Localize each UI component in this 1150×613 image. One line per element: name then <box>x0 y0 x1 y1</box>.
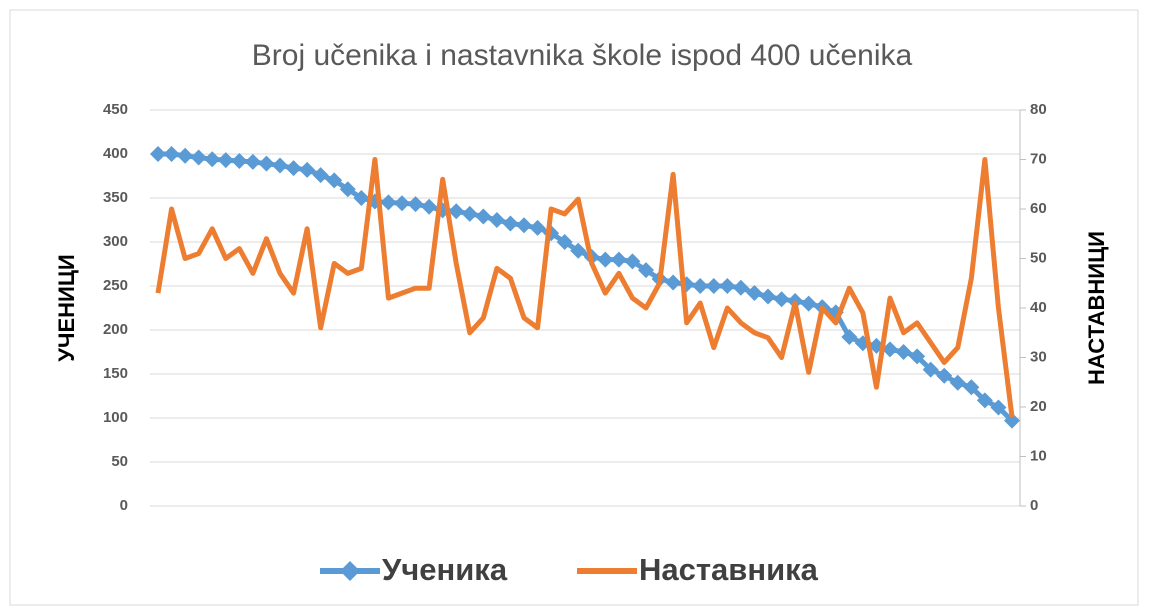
series-marker <box>665 274 682 291</box>
series-marker <box>339 181 356 198</box>
series-marker <box>624 253 641 270</box>
series-marker <box>909 348 926 365</box>
series-marker <box>841 329 858 346</box>
series-marker <box>312 167 329 184</box>
series-marker <box>719 278 736 294</box>
series-marker <box>204 151 221 168</box>
y2-tick-label: 50 <box>1030 249 1047 266</box>
series-marker <box>936 367 953 384</box>
y-tick-label: 200 <box>103 321 128 338</box>
series-marker <box>705 278 722 294</box>
series-marker <box>285 160 302 177</box>
series-marker <box>638 262 654 279</box>
series-marker <box>231 153 248 170</box>
series-marker <box>692 278 709 294</box>
series-marker <box>746 285 763 302</box>
series-marker <box>421 198 438 215</box>
series-marker <box>800 295 817 312</box>
y2-tick-label: 0 <box>1030 497 1038 514</box>
series-marker <box>150 146 166 162</box>
y-tick-label: 250 <box>103 277 128 294</box>
series-marker <box>990 399 1007 416</box>
series-marker <box>461 205 478 222</box>
series-marker <box>732 279 749 296</box>
series-marker <box>773 291 790 308</box>
series-marker <box>949 374 966 391</box>
series-marker <box>475 208 492 225</box>
y-tick-label: 150 <box>103 365 128 382</box>
series-marker <box>190 149 207 166</box>
series-marker <box>976 392 993 409</box>
series-marker <box>380 194 397 211</box>
chart-border <box>9 9 1139 606</box>
legend-marker <box>340 561 360 581</box>
y2-tick-label: 60 <box>1030 200 1047 217</box>
series-marker <box>488 212 505 228</box>
series-marker <box>922 361 939 378</box>
y2-tick-label: 30 <box>1030 348 1047 365</box>
y-tick-label: 100 <box>103 409 128 426</box>
series-marker <box>258 155 275 172</box>
y2-tick-label: 20 <box>1030 398 1047 415</box>
series-marker <box>570 242 587 259</box>
series-marker <box>244 153 261 170</box>
series-marker <box>502 215 519 232</box>
series-marker <box>448 203 465 220</box>
y2-tick-label: 10 <box>1030 447 1047 464</box>
legend-label: Ученика <box>382 552 508 587</box>
series-marker <box>895 344 912 360</box>
y-tick-label: 450 <box>103 101 128 118</box>
y2-axis-title: НАСТАВНИЦИ <box>1084 231 1109 385</box>
series-marker <box>407 196 424 213</box>
y2-tick-label: 80 <box>1030 101 1047 118</box>
legend-label: Наставника <box>639 552 819 587</box>
series-marker <box>394 195 410 212</box>
series-marker <box>299 161 316 178</box>
y-tick-label: 350 <box>103 189 128 206</box>
series-marker <box>177 147 194 164</box>
y2-tick-label: 70 <box>1030 150 1047 167</box>
series-line <box>155 157 1015 418</box>
series-marker <box>963 379 980 396</box>
series-marker <box>353 190 370 206</box>
y2-tick-label: 40 <box>1030 299 1047 316</box>
y-tick-label: 300 <box>103 233 128 250</box>
series-marker <box>610 251 627 268</box>
series-marker <box>597 251 614 268</box>
y-tick-label: 0 <box>120 497 128 514</box>
y-tick-label: 400 <box>103 145 128 162</box>
series-marker <box>760 288 776 305</box>
series-marker <box>272 157 288 174</box>
chart-title: Broj učenika i nastavnika škole ispod 40… <box>252 39 913 72</box>
series-marker <box>516 217 532 234</box>
series-marker <box>217 152 234 169</box>
series-marker <box>556 234 573 250</box>
y-axis-title: УЧЕНИЦИ <box>54 254 79 361</box>
series-marker <box>1004 412 1020 429</box>
series-marker <box>529 219 546 236</box>
series-marker <box>326 172 343 189</box>
series-marker <box>882 341 898 358</box>
series-marker <box>163 146 180 162</box>
y-tick-label: 50 <box>111 453 128 470</box>
